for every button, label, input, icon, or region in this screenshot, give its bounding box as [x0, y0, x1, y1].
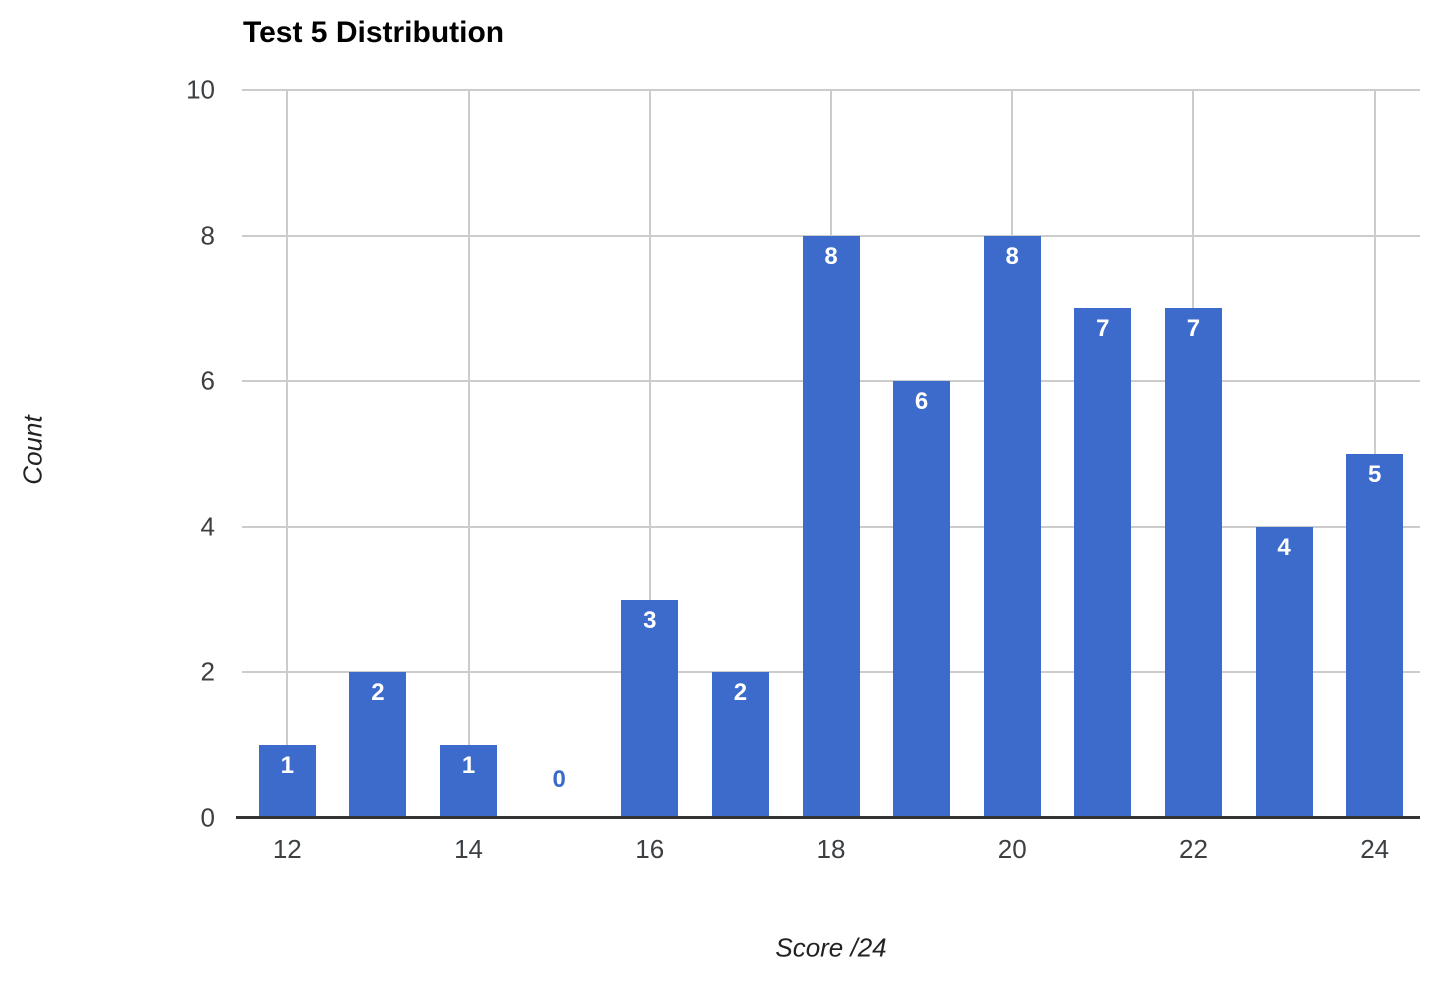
x-tick-label: 14: [454, 834, 483, 864]
bar-score-23[interactable]: [1255, 526, 1313, 818]
bar-value-label: 2: [371, 679, 385, 707]
x-tick-label: 22: [1178, 834, 1208, 864]
bar-value-label: 7: [1186, 315, 1201, 343]
bar-score-18[interactable]: [802, 235, 860, 818]
x-tick-label: 16: [635, 834, 665, 864]
bar-score-13[interactable]: [349, 672, 407, 818]
y-axis-title: Count: [17, 415, 48, 485]
bar-score-20[interactable]: [983, 235, 1041, 818]
bar-score-21[interactable]: [1074, 308, 1132, 818]
x-axis-title: Score /24: [775, 932, 887, 963]
y-tick-label: 0: [200, 802, 215, 833]
bar-score-24[interactable]: [1346, 454, 1404, 818]
y-tick-label: 2: [200, 656, 215, 687]
y-tick-label: 10: [186, 74, 215, 105]
bar-value-label: 0: [552, 766, 566, 793]
chart-title: Test 5 Distribution: [243, 16, 505, 49]
y-tick-label: 6: [200, 365, 215, 396]
plot-area: 1 2 1 0 3 2 8 6 8 7 7 4 5: [236, 89, 1420, 819]
bar-score-16[interactable]: [621, 599, 679, 818]
vertical-gridline: [286, 90, 289, 818]
bar-value-label: 4: [1277, 533, 1291, 561]
x-tick-label: 20: [997, 834, 1027, 864]
y-tick-label: 8: [200, 220, 215, 251]
bar-value-label: 8: [1005, 242, 1019, 270]
vertical-gridline: [467, 90, 470, 818]
bar-score-14[interactable]: [440, 745, 498, 818]
bar-value-label: 8: [824, 242, 838, 270]
bar-score-12[interactable]: [258, 745, 316, 818]
bar-value-label: 5: [1368, 461, 1382, 488]
bar-value-label: 1: [461, 752, 476, 780]
x-tick-label: 24: [1360, 834, 1390, 864]
x-tick-label: 12: [272, 834, 302, 864]
bar-score-17[interactable]: [711, 672, 769, 818]
y-tick-label: 4: [200, 511, 215, 542]
vertical-gridline: [648, 90, 651, 818]
bar-score-22[interactable]: [1164, 308, 1222, 818]
bar-value-label: 1: [280, 752, 294, 780]
bar-value-label: 3: [643, 606, 657, 634]
bar-value-label: 2: [733, 679, 748, 707]
x-tick-label: 18: [816, 834, 846, 864]
x-axis-baseline: [236, 816, 1420, 819]
bar-value-label: 7: [1096, 315, 1110, 343]
bar-score-19[interactable]: [893, 381, 951, 818]
bar-value-label: 6: [914, 388, 929, 416]
